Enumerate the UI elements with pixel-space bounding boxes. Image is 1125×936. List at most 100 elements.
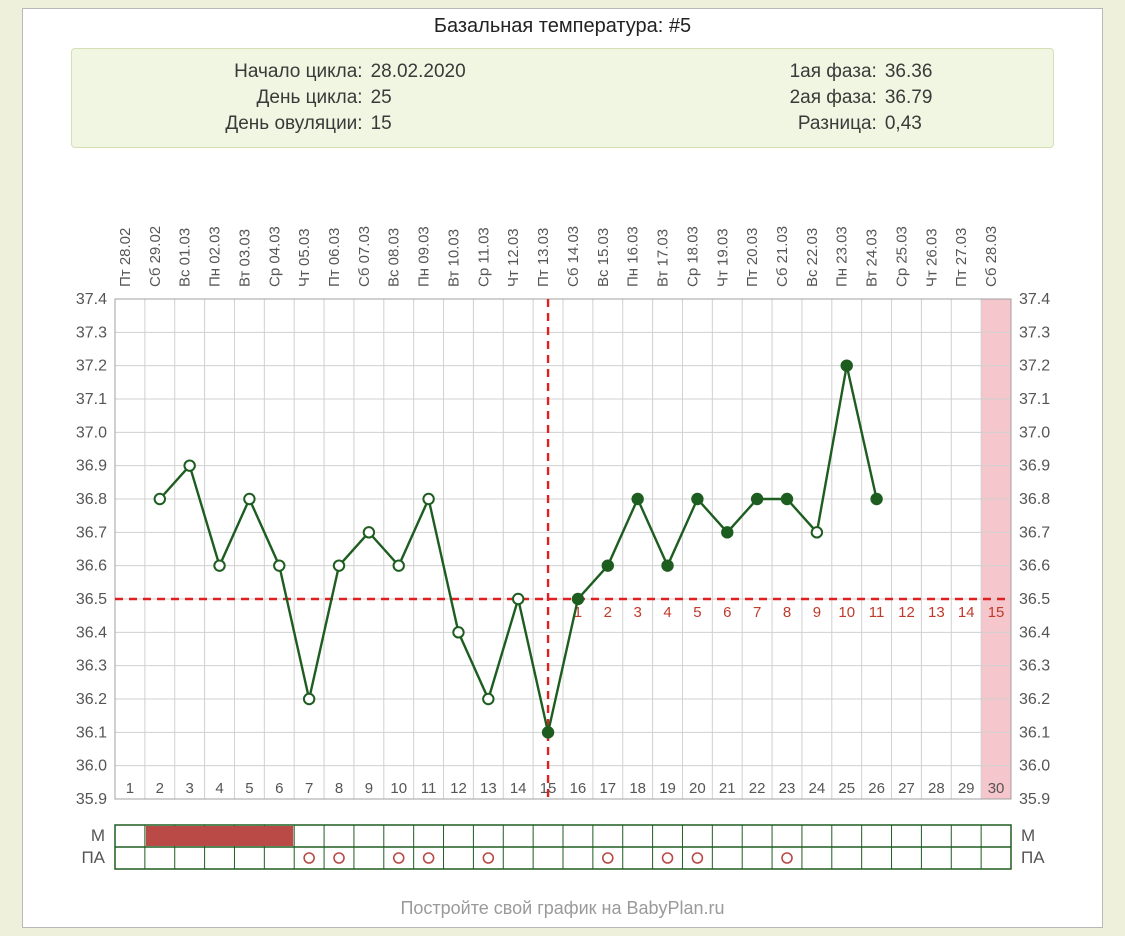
date-label: Ср 11.03 <box>475 227 492 287</box>
cycle-day-number: 13 <box>480 780 497 797</box>
date-label: Чт 19.03 <box>714 228 731 287</box>
bbt-chart: 37.437.437.337.337.237.237.137.137.037.0… <box>53 181 1072 891</box>
date-label: Сб 07.03 <box>356 226 373 287</box>
date-label: Сб 28.03 <box>983 226 1000 287</box>
info-row: Разница:0,43 <box>707 113 933 135</box>
row-label-pa: ПА <box>81 848 105 867</box>
temperature-point <box>274 560 284 570</box>
y-tick-left: 36.6 <box>76 558 107 575</box>
y-tick-left: 36.8 <box>76 491 107 508</box>
luteal-day-number: 15 <box>988 604 1005 621</box>
expected-period-band <box>981 299 1011 799</box>
y-tick-left: 37.2 <box>76 358 107 375</box>
date-label: Вс 22.03 <box>804 228 821 287</box>
y-tick-left: 36.1 <box>76 724 107 741</box>
temperature-point <box>812 527 822 537</box>
date-label: Чт 05.03 <box>296 228 313 287</box>
info-row: День овуляции:15 <box>193 113 466 135</box>
info-left: Начало цикла:28.02.2020День цикла:25День… <box>193 61 466 135</box>
luteal-day-number: 12 <box>898 604 915 621</box>
cycle-day-number: 24 <box>809 780 826 797</box>
temperature-point <box>692 494 702 504</box>
y-tick-right: 36.8 <box>1019 491 1050 508</box>
luteal-day-number: 10 <box>838 604 855 621</box>
y-tick-left: 37.1 <box>76 391 107 408</box>
y-tick-right: 36.2 <box>1019 691 1050 708</box>
date-label: Вт 24.03 <box>864 229 881 287</box>
temperature-point <box>662 560 672 570</box>
temperature-point <box>752 494 762 504</box>
temperature-point <box>304 694 314 704</box>
cycle-day-number: 22 <box>749 780 766 797</box>
temperature-point <box>423 494 433 504</box>
date-label: Пн 02.03 <box>207 226 224 287</box>
info-value: 25 <box>371 87 392 109</box>
temperature-point <box>453 627 463 637</box>
date-label: Пт 28.02 <box>117 228 134 287</box>
temperature-point <box>334 560 344 570</box>
row-label-m: М <box>91 826 105 845</box>
y-tick-left: 37.0 <box>76 424 107 441</box>
y-tick-right: 36.7 <box>1019 524 1050 541</box>
temperature-point <box>573 594 583 604</box>
cycle-day-number: 21 <box>719 780 736 797</box>
y-tick-left: 36.5 <box>76 591 107 608</box>
info-bar: Начало цикла:28.02.2020День цикла:25День… <box>71 48 1054 148</box>
menstruation-bar <box>146 826 293 846</box>
temperature-point <box>632 494 642 504</box>
y-tick-left: 36.3 <box>76 658 107 675</box>
temperature-point <box>513 594 523 604</box>
cycle-day-number: 27 <box>898 780 915 797</box>
luteal-day-number: 13 <box>928 604 945 621</box>
cycle-day-number: 20 <box>689 780 706 797</box>
luteal-day-number: 9 <box>813 604 821 621</box>
temperature-point <box>483 694 493 704</box>
info-value: 15 <box>371 113 392 135</box>
info-right: 1ая фаза:36.362ая фаза:36.79Разница:0,43 <box>707 61 933 135</box>
cycle-day-number: 17 <box>599 780 616 797</box>
y-tick-right: 36.1 <box>1019 724 1050 741</box>
info-label: Разница: <box>707 113 877 135</box>
date-label: Чт 26.03 <box>923 228 940 287</box>
temperature-point <box>543 727 553 737</box>
date-label: Пн 16.03 <box>625 226 642 287</box>
date-label: Вс 01.03 <box>177 228 194 287</box>
info-row: Начало цикла:28.02.2020 <box>193 61 466 83</box>
cycle-day-number: 19 <box>659 780 676 797</box>
y-tick-left: 37.3 <box>76 324 107 341</box>
cycle-day-number: 7 <box>305 780 313 797</box>
temperature-point <box>871 494 881 504</box>
cycle-day-number: 9 <box>365 780 373 797</box>
cycle-day-number: 16 <box>570 780 587 797</box>
date-label: Вс 15.03 <box>595 228 612 287</box>
cycle-day-number: 25 <box>838 780 855 797</box>
y-tick-left: 35.9 <box>76 791 107 808</box>
pa-marker <box>782 853 792 863</box>
pa-marker <box>663 853 673 863</box>
y-tick-left: 37.4 <box>76 291 107 308</box>
date-label: Вт 17.03 <box>655 229 672 287</box>
cycle-day-number: 12 <box>450 780 467 797</box>
date-label: Ср 04.03 <box>266 226 283 287</box>
y-tick-right: 36.6 <box>1019 558 1050 575</box>
date-label: Ср 18.03 <box>684 226 701 287</box>
chart-card: Базальная температура: #5 Начало цикла:2… <box>22 8 1103 928</box>
cycle-day-number: 10 <box>390 780 407 797</box>
date-label: Пн 09.03 <box>416 226 433 287</box>
date-label: Чт 12.03 <box>505 228 522 287</box>
cycle-day-number: 6 <box>275 780 283 797</box>
date-label: Пн 23.03 <box>834 226 851 287</box>
info-row: 1ая фаза: 36.36 <box>707 61 933 83</box>
info-value: 28.02.2020 <box>371 61 466 83</box>
y-tick-right: 36.5 <box>1019 591 1050 608</box>
pa-marker <box>304 853 314 863</box>
info-label: 1ая фаза: <box>707 61 877 83</box>
date-label: Пт 20.03 <box>744 228 761 287</box>
y-tick-left: 36.4 <box>76 624 107 641</box>
y-tick-right: 37.3 <box>1019 324 1050 341</box>
y-tick-right: 37.2 <box>1019 358 1050 375</box>
date-label: Ср 25.03 <box>893 226 910 287</box>
luteal-day-number: 5 <box>693 604 701 621</box>
info-value: 36.36 <box>885 61 933 83</box>
temperature-point <box>842 360 852 370</box>
